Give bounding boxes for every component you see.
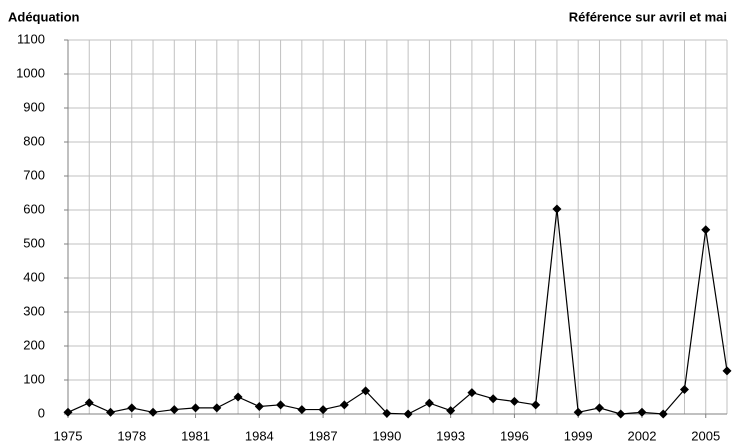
y-tick-label: 800: [23, 133, 45, 148]
y-tick-label: 600: [23, 201, 45, 216]
marker: [63, 407, 73, 417]
marker: [701, 225, 711, 235]
y-tick-label: 300: [23, 303, 45, 318]
marker: [573, 407, 583, 417]
marker: [191, 403, 201, 413]
y-tick-label: 900: [23, 99, 45, 114]
y-tick-label: 500: [23, 235, 45, 250]
marker: [361, 386, 371, 396]
x-tick-label: 1981: [181, 428, 210, 443]
y-tick-label: 200: [23, 337, 45, 352]
y-tick-label: 400: [23, 269, 45, 284]
marker: [637, 407, 647, 417]
x-tick-label: 1990: [372, 428, 401, 443]
marker: [148, 407, 158, 417]
marker: [616, 409, 626, 419]
marker: [403, 409, 413, 419]
marker: [318, 405, 328, 415]
marker: [276, 400, 286, 410]
x-tick-label: 2005: [691, 428, 720, 443]
marker: [254, 402, 264, 412]
marker: [169, 405, 179, 415]
marker: [679, 385, 689, 395]
x-tick-label: 1984: [245, 428, 274, 443]
x-tick-label: 1978: [117, 428, 146, 443]
marker: [488, 394, 498, 404]
x-tick-label: 2002: [628, 428, 657, 443]
x-tick-label: 1987: [309, 428, 338, 443]
x-tick-label: 1999: [564, 428, 593, 443]
marker: [446, 406, 456, 416]
marker: [509, 396, 519, 406]
y-tick-label: 1100: [17, 31, 45, 46]
y-tick-label: 100: [23, 371, 45, 386]
y-tick-label: 0: [38, 405, 45, 420]
marker: [424, 398, 434, 408]
y-tick-label: 1000: [16, 65, 45, 80]
marker: [531, 400, 541, 410]
marker: [339, 400, 349, 410]
marker: [382, 408, 392, 418]
marker: [127, 403, 137, 413]
marker: [233, 392, 243, 402]
x-tick-label: 1996: [500, 428, 529, 443]
marker: [552, 204, 562, 214]
marker: [212, 403, 222, 413]
marker: [594, 403, 604, 413]
x-tick-label: 1993: [436, 428, 465, 443]
chart-title: Adéquation: [8, 9, 80, 24]
line: [67, 208, 728, 415]
x-tick-label: 1975: [54, 428, 83, 443]
marker: [722, 366, 732, 376]
marker: [297, 405, 307, 415]
marker: [106, 407, 116, 417]
marker: [467, 388, 477, 398]
marker: [658, 409, 668, 419]
chart-subtitle: Référence sur avril et mai: [569, 9, 727, 24]
marker: [84, 398, 94, 408]
y-tick-label: 700: [23, 167, 45, 182]
